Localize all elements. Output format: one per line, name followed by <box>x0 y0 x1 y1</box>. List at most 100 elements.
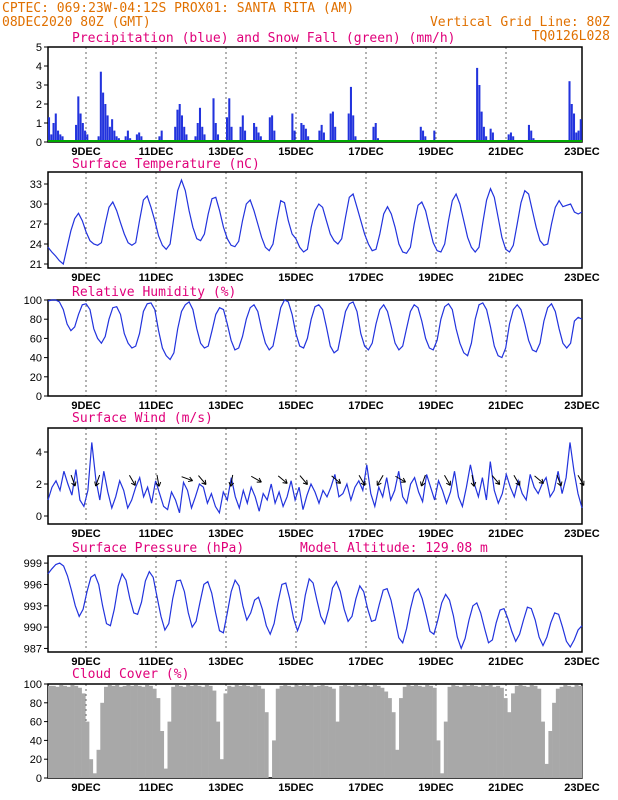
wind-arrow-head <box>130 480 136 486</box>
cloud-cover-bar <box>89 759 94 778</box>
wind-direction-arrow <box>198 475 207 485</box>
wind-arrow-head <box>360 480 366 486</box>
precip-bar <box>111 119 114 142</box>
temp-frame <box>47 171 583 269</box>
precip-bar <box>331 111 334 142</box>
cloud-cover-bar <box>279 685 284 778</box>
cloud-cover-bar <box>518 684 523 778</box>
temp-xtick-label: 15DEC <box>278 272 314 284</box>
precip-bar <box>115 136 118 142</box>
temp-panel: Surface Temperature (nC) 21 24 27 30 33 9DEC 1… <box>30 157 600 284</box>
precip-bar <box>102 92 105 142</box>
wind-direction-arrow <box>491 475 501 485</box>
cloud-cover-bar <box>223 693 228 778</box>
cloud-cover-bar <box>387 698 392 778</box>
precip-bar <box>194 136 197 142</box>
header-code: TQ0126L028 <box>532 29 610 44</box>
precip-bar <box>255 126 258 142</box>
wind-ytick-label: 4 <box>36 447 42 459</box>
cloud-cover-bar <box>62 685 67 778</box>
wind-arrow-head <box>71 481 77 487</box>
cloud-xtick-label: 15DEC <box>278 782 314 794</box>
precip-bar <box>372 126 375 142</box>
cloud-cover-bar <box>316 685 321 778</box>
cloud-cover-bar <box>481 684 486 778</box>
wind-arrow-head <box>470 481 477 487</box>
wind-arrow-shaft <box>198 475 207 485</box>
pres-xtick-label: 9DEC <box>71 656 100 668</box>
wind-arrow-head <box>495 479 501 485</box>
precip-bar <box>568 81 571 142</box>
cloud-cover-bar <box>492 686 497 778</box>
wind-arrow-head <box>335 478 342 484</box>
wind-xtick-label: 21DEC <box>488 528 524 540</box>
cloud-cover-bar <box>294 684 299 778</box>
cloud-cover-bar <box>533 685 538 778</box>
cloud-cover-bar <box>563 684 568 778</box>
rh-xtick-label: 15DEC <box>278 400 314 412</box>
cloud-cover-bar <box>126 684 131 778</box>
wind-direction-arrow <box>70 474 77 487</box>
precip-xtick-label: 19DEC <box>418 146 454 158</box>
rh-xtick-label: 13DEC <box>208 400 244 412</box>
wind-arrow-head <box>579 480 585 486</box>
cloud-cover-bar <box>208 685 213 778</box>
precip-xtick-label: 11DEC <box>139 146 174 158</box>
cloud-cover-bar <box>552 702 557 778</box>
precip-bar <box>228 98 231 142</box>
cloud-cover-bar <box>421 686 426 778</box>
cloud-cover-bar <box>574 684 579 778</box>
cloud-cover-bar <box>260 688 265 778</box>
wind-series-line <box>47 442 583 515</box>
cloud-cover-bar <box>559 686 564 778</box>
pres-panel: Surface Pressure (hPa) Model Altitude: 1… <box>24 541 600 668</box>
precip-bar <box>507 134 510 142</box>
temp-xtick-label: 21DEC <box>488 272 524 284</box>
cloud-cover-bar <box>148 685 153 778</box>
precip-bar <box>106 115 109 142</box>
temp-xtick-label: 13DEC <box>208 272 244 284</box>
precip-bar <box>530 130 533 142</box>
precip-bar <box>84 130 87 142</box>
cloud-cover-bar <box>402 686 407 778</box>
precip-bar <box>293 130 296 142</box>
wind-arrow-shaft <box>471 474 475 487</box>
cloud-ytick-label: 100 <box>24 679 42 691</box>
temp-xtick-label: 23DEC <box>564 272 600 284</box>
precip-bar <box>374 123 377 142</box>
header-line-1: CPTEC: 069:23W-04:12S PROX01: SANTA RITA… <box>2 1 354 16</box>
cloud-cover-bar <box>230 686 236 778</box>
wind-arrow-head <box>201 479 207 485</box>
wind-direction-arrow <box>277 475 288 484</box>
cloud-cover-bar <box>548 731 553 778</box>
rh-panel: Relative Humidity (%) 0 20 40 60 80 100 9DEC 11… <box>24 285 600 412</box>
precip-bar <box>489 128 492 142</box>
temp-series-line <box>47 178 583 266</box>
wind-arrow-shaft <box>358 475 366 486</box>
cloud-cover-bar <box>484 685 489 778</box>
cloud-cover-bar <box>133 684 138 778</box>
cloud-xtick-label: 19DEC <box>418 782 454 794</box>
precip-ytick-label: 1 <box>36 118 42 130</box>
cloud-cover-bar <box>324 685 329 778</box>
precip-xtick-label: 23DEC <box>564 146 600 158</box>
wind-arrow-head <box>420 481 426 487</box>
precip-title: Precipitation (blue) and Snow Fall (gree… <box>72 31 456 46</box>
wind-arrow-head <box>187 476 194 483</box>
wind-ytick-label: 0 <box>36 511 42 523</box>
cloud-cover-bar <box>499 687 504 778</box>
cloud-cover-bar <box>447 686 452 778</box>
wind-direction-arrow <box>128 475 136 486</box>
wind-arrow-shaft <box>230 474 234 487</box>
pres-xtick-label: 19DEC <box>418 656 454 668</box>
cloud-cover-bar <box>540 721 545 778</box>
precip-bar <box>61 136 64 142</box>
wind-arrow-shaft <box>420 474 426 487</box>
cloud-cover-bar <box>570 686 575 778</box>
cloud-cover-bar <box>70 684 75 778</box>
cloud-cover-bar <box>249 686 254 778</box>
precip-bar <box>97 136 100 142</box>
precip-bar <box>138 132 141 142</box>
cloud-cover-bar <box>96 749 101 778</box>
wind-direction-arrow <box>299 475 308 485</box>
